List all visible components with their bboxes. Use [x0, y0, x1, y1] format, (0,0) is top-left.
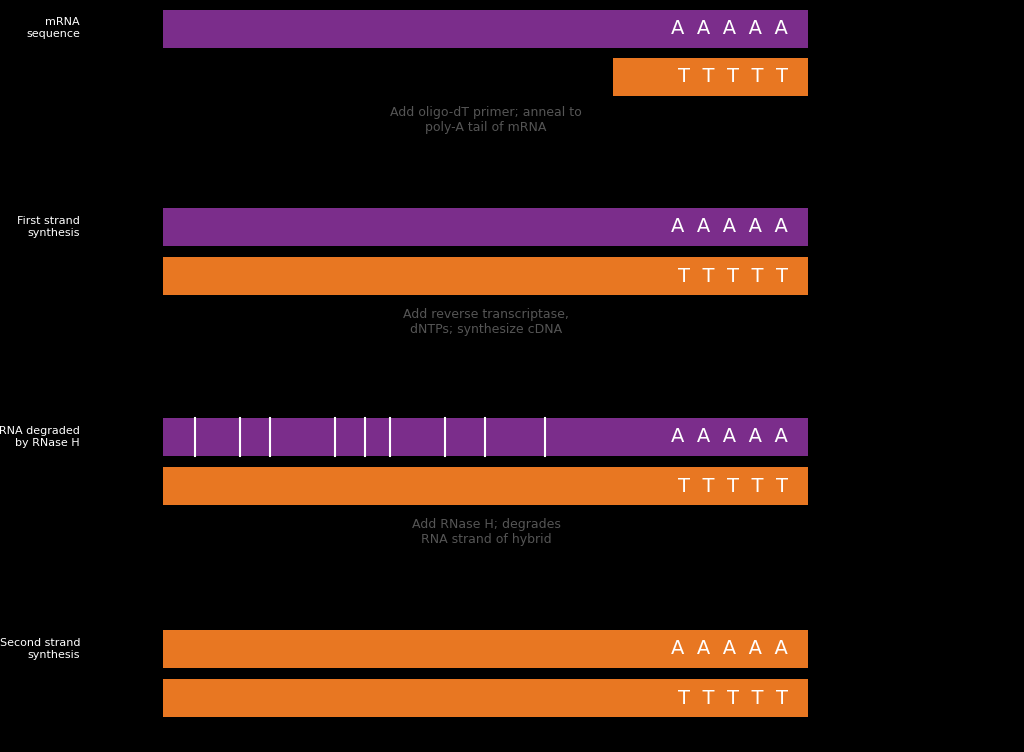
- Bar: [163, 418, 808, 456]
- Text: Add oligo-dT primer; anneal to
poly-A tail of mRNA: Add oligo-dT primer; anneal to poly-A ta…: [390, 106, 582, 134]
- Bar: [163, 257, 808, 295]
- Text: Add RNase H; degrades
RNA strand of hybrid: Add RNase H; degrades RNA strand of hybr…: [412, 518, 560, 546]
- Bar: [163, 679, 808, 717]
- Text: T  T  T  T  T: T T T T T: [678, 266, 788, 286]
- Text: First strand
synthesis: First strand synthesis: [17, 217, 80, 238]
- Bar: [163, 208, 808, 246]
- Bar: [163, 467, 808, 505]
- Bar: [163, 10, 808, 48]
- Bar: [163, 630, 808, 668]
- Text: mRNA degraded
by RNase H: mRNA degraded by RNase H: [0, 426, 80, 447]
- Text: T  T  T  T  T: T T T T T: [678, 68, 788, 86]
- Text: A  A  A  A  A: A A A A A: [671, 427, 788, 447]
- Text: A  A  A  A  A: A A A A A: [671, 20, 788, 38]
- Text: A  A  A  A  A: A A A A A: [671, 639, 788, 659]
- Bar: [613, 58, 808, 96]
- Text: Second strand
synthesis: Second strand synthesis: [0, 638, 80, 660]
- Text: mRNA
sequence: mRNA sequence: [27, 17, 80, 39]
- Text: Add reverse transcriptase,
dNTPs; synthesize cDNA: Add reverse transcriptase, dNTPs; synthe…: [403, 308, 569, 336]
- Text: T  T  T  T  T: T T T T T: [678, 689, 788, 708]
- Text: A  A  A  A  A: A A A A A: [671, 217, 788, 236]
- Text: T  T  T  T  T: T T T T T: [678, 477, 788, 496]
